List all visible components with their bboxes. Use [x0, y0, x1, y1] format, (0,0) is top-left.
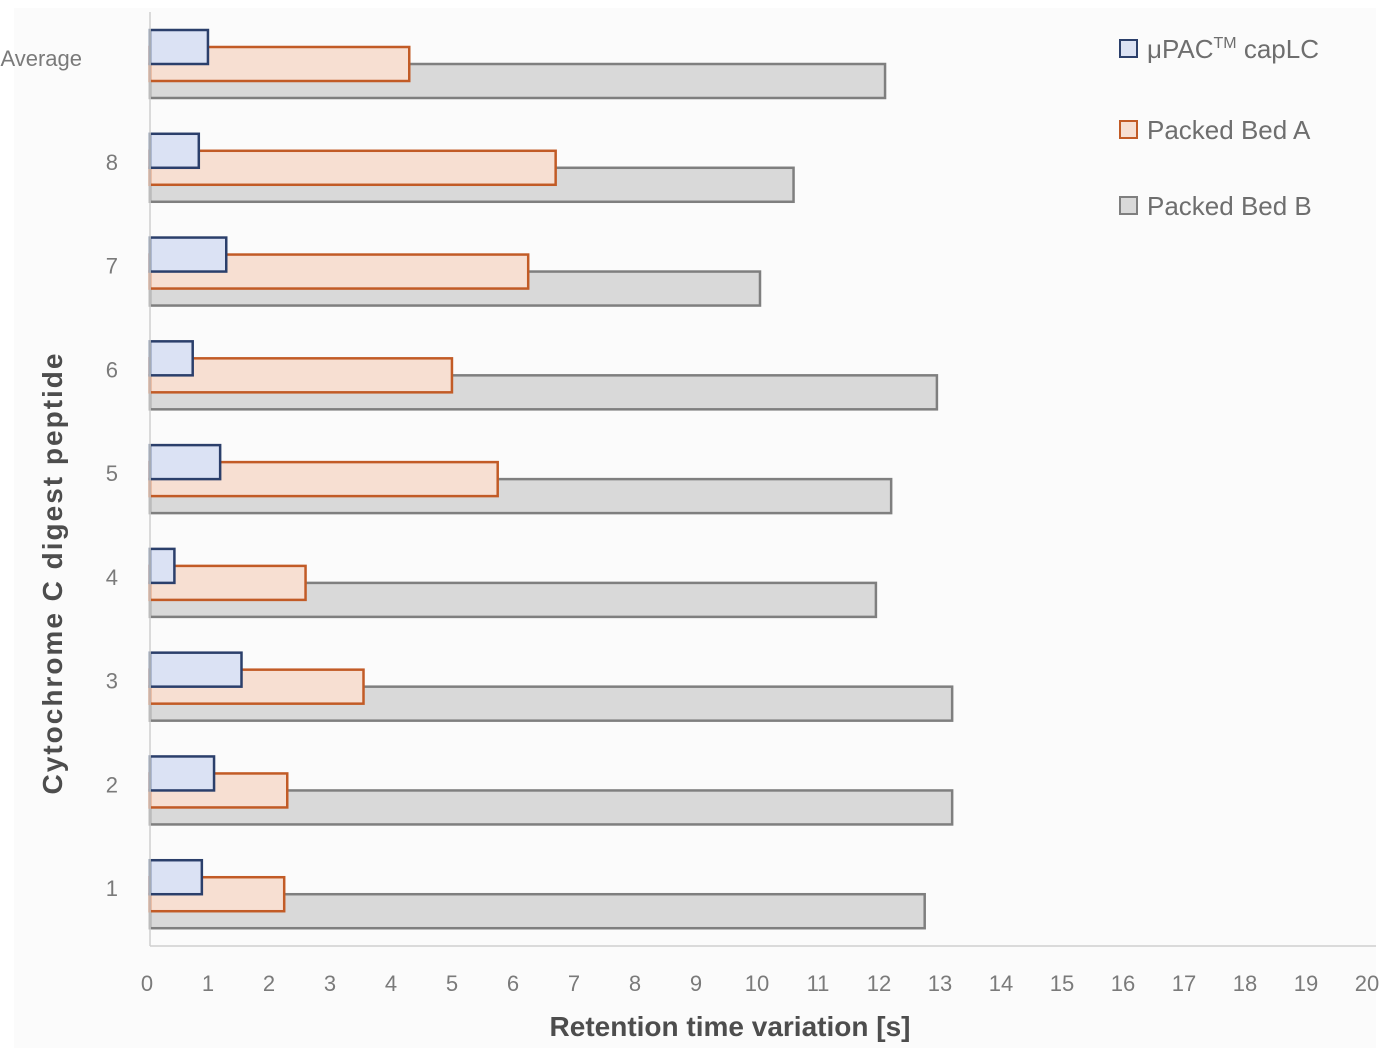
x-tick-label: 1 — [202, 971, 214, 996]
x-axis-title: Retention time variation [s] — [550, 1011, 911, 1042]
legend-label: μPACTM capLC — [1147, 34, 1319, 64]
y-category-label: 6 — [106, 357, 118, 382]
x-tick-label: 17 — [1172, 971, 1196, 996]
bar-series-1-cat-average — [148, 28, 210, 66]
x-tick-label: 9 — [690, 971, 702, 996]
x-tick-label: 11 — [807, 971, 830, 996]
y-category-label: 5 — [106, 461, 118, 486]
x-tick-label: 19 — [1294, 971, 1318, 996]
x-tick-label: 8 — [629, 971, 641, 996]
x-tick-label: 7 — [568, 971, 580, 996]
x-tick-label: 5 — [446, 971, 458, 996]
y-axis-title: Cytochrome C digest peptide — [37, 352, 68, 795]
x-tick-label: 4 — [385, 971, 397, 996]
x-tick-label: 3 — [324, 971, 336, 996]
x-tick-label: 0 — [141, 971, 153, 996]
x-tick-label: 14 — [989, 971, 1013, 996]
bar-series-2-cat-8 — [148, 149, 557, 187]
x-tick-label: 12 — [867, 971, 891, 996]
legend: μPACTM capLC Packed Bed A Packed Bed B — [1119, 34, 1319, 221]
legend-swatch — [1119, 120, 1138, 139]
x-axis: 0 1 2 3 4 5 6 7 8 9 10 11 12 13 14 15 16 17 18 19 20 — [141, 945, 1379, 996]
y-category-label: 4 — [106, 565, 118, 590]
bar-series-1-cat-2 — [148, 755, 216, 792]
x-tick-label: 16 — [1111, 971, 1135, 996]
legend-label: Packed Bed B — [1147, 191, 1312, 221]
x-tick-label: 13 — [928, 971, 952, 996]
bar-series-1-cat-1 — [148, 858, 204, 896]
bar-series-1-cat-7 — [148, 236, 228, 273]
bar-series-1-cat-6 — [148, 340, 194, 377]
x-tick-label: 15 — [1050, 971, 1074, 996]
x-tick-label: 18 — [1233, 971, 1257, 996]
plot-area — [148, 28, 954, 930]
legend-label: Packed Bed A — [1147, 115, 1311, 145]
y-category-label: 2 — [106, 772, 118, 797]
bar-series-1-cat-3 — [148, 651, 243, 688]
y-axis: 1 2 3 4 5 6 7 8 Average — [0, 12, 151, 946]
x-tick-label: 6 — [507, 971, 519, 996]
y-category-label: Average — [0, 46, 82, 71]
x-tick-label: 20 — [1355, 971, 1379, 996]
x-tick-label: 10 — [745, 971, 769, 996]
y-category-label: 3 — [106, 669, 118, 694]
legend-swatch — [1119, 39, 1138, 58]
y-category-label: 7 — [106, 254, 118, 279]
bar-series-2-cat-6 — [148, 357, 454, 394]
bar-series-1-cat-8 — [148, 132, 201, 170]
legend-swatch — [1119, 196, 1138, 215]
bar-series-1-cat-4 — [148, 547, 176, 585]
x-tick-label: 2 — [263, 971, 275, 996]
y-category-label: 8 — [106, 150, 118, 175]
bar-series-1-cat-5 — [148, 443, 222, 481]
y-category-label: 1 — [106, 876, 118, 901]
